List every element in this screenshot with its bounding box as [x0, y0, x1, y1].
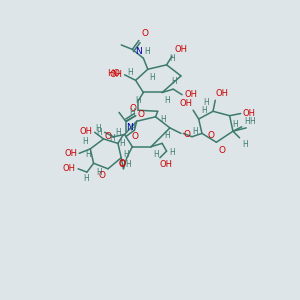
Text: O: O	[138, 110, 145, 119]
Text: OH: OH	[110, 70, 122, 79]
Text: H: H	[192, 127, 198, 136]
Text: O: O	[130, 103, 137, 112]
Text: H: H	[171, 77, 177, 86]
Text: N: N	[126, 123, 132, 132]
Text: H: H	[119, 139, 124, 148]
Text: O: O	[207, 131, 214, 140]
Text: O: O	[141, 29, 148, 38]
Text: H: H	[232, 120, 238, 129]
Text: H: H	[164, 96, 170, 105]
Text: H: H	[242, 140, 247, 149]
Text: O: O	[104, 132, 111, 141]
Text: OH: OH	[179, 99, 192, 108]
Text: H: H	[126, 160, 131, 169]
Text: OH: OH	[243, 109, 256, 118]
Text: H: H	[109, 134, 115, 143]
Text: O: O	[119, 159, 126, 168]
Text: H: H	[116, 128, 121, 137]
Text: OH: OH	[160, 160, 173, 169]
Text: H: H	[97, 128, 102, 137]
Text: H: H	[96, 168, 102, 177]
Text: H: H	[129, 108, 134, 117]
Text: H: H	[85, 150, 91, 159]
Text: O: O	[131, 132, 138, 141]
Text: H: H	[96, 124, 101, 134]
Text: HO: HO	[107, 69, 120, 78]
Text: O: O	[183, 130, 190, 139]
Text: O: O	[119, 160, 126, 169]
Text: H: H	[129, 124, 135, 134]
Text: H: H	[123, 150, 129, 159]
Text: O: O	[99, 171, 106, 180]
Text: OH: OH	[184, 90, 197, 99]
Text: H: H	[135, 96, 141, 105]
Text: H: H	[201, 106, 207, 115]
Text: H: H	[145, 47, 150, 56]
Text: OH: OH	[80, 127, 92, 136]
Text: H: H	[169, 148, 175, 157]
Text: H: H	[244, 117, 250, 126]
Text: O: O	[219, 146, 226, 154]
Text: H: H	[169, 54, 175, 63]
Text: OH: OH	[174, 45, 187, 54]
Text: H: H	[164, 131, 170, 140]
Text: H: H	[160, 115, 166, 124]
Text: OH: OH	[64, 149, 77, 158]
Text: H: H	[149, 73, 155, 82]
Text: H: H	[203, 98, 208, 107]
Text: H: H	[82, 136, 88, 146]
Text: OH: OH	[63, 164, 76, 173]
Text: H: H	[128, 68, 134, 77]
Text: H: H	[250, 117, 255, 126]
Text: H: H	[83, 174, 89, 183]
Text: OH: OH	[215, 89, 228, 98]
Text: H: H	[153, 150, 159, 159]
Text: N: N	[136, 47, 142, 56]
